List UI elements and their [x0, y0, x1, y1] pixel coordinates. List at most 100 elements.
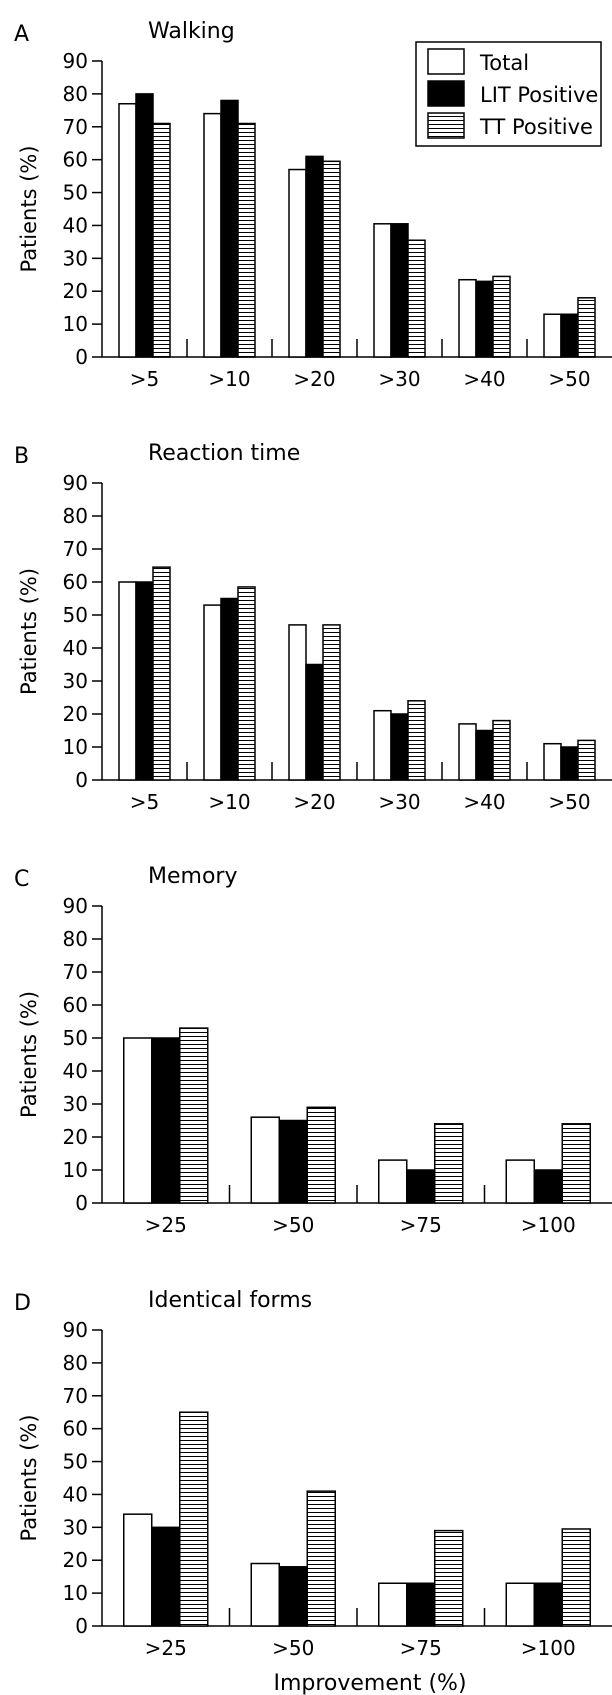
y-tick-label: 50	[63, 181, 88, 205]
y-tick-label: 0	[75, 1191, 88, 1215]
x-tick-label: >25	[145, 1213, 187, 1237]
bar-total-1	[250, 1116, 280, 1204]
bar-total-4	[458, 723, 477, 781]
y-tick-label: 30	[63, 246, 88, 270]
bar-tt-1	[237, 586, 256, 781]
bar-tt-2	[322, 624, 341, 781]
y-tick-label: 10	[63, 1581, 88, 1605]
y-tick-label: 0	[75, 1614, 88, 1638]
bar-lit-0	[135, 581, 154, 781]
y-tick-label: 40	[63, 213, 88, 237]
y-tick-label: 70	[63, 115, 88, 139]
bar-total-2	[378, 1159, 408, 1204]
y-tick-label: 50	[63, 1450, 88, 1474]
bar-lit-4	[475, 280, 494, 358]
bar-total-1	[203, 112, 222, 358]
y-tick-label: 30	[63, 1092, 88, 1116]
y-tick-label: 40	[63, 636, 88, 660]
bar-tt-0	[152, 566, 171, 781]
chart-panel-b: B Reaction time Patients (%) 0 10 20 30 40 50 60 7…	[14, 441, 612, 814]
bar-total-0	[123, 1037, 153, 1204]
bar-total-2	[378, 1582, 408, 1627]
y-axis-label: Patients (%)	[17, 145, 41, 272]
y-tick-label: 90	[63, 1318, 88, 1342]
x-tick-label: >20	[293, 790, 335, 814]
y-tick-label: 10	[63, 735, 88, 759]
y-tick-label: 80	[63, 82, 88, 106]
chart-panel-c: C Memory Patients (%) 0 10 20 30 40 50 60 70 80 90 >2…	[14, 864, 612, 1237]
y-axis-label: Patients (%)	[17, 991, 41, 1118]
legend: Total LIT Positive TT Positive	[415, 41, 602, 147]
y-tick-label: 70	[63, 537, 88, 561]
panel-letter: B	[14, 444, 29, 469]
x-tick-label: >30	[378, 367, 420, 391]
legend-swatch-tt	[427, 112, 465, 139]
bar-tt-2	[434, 1529, 464, 1627]
bar-lit-3	[390, 223, 409, 358]
bar-lit-2	[305, 155, 324, 358]
bar-total-1	[250, 1562, 280, 1627]
bar-total-2	[288, 168, 307, 358]
bar-total-0	[118, 103, 137, 358]
y-tick-label: 70	[63, 1384, 88, 1408]
bar-tt-0	[152, 122, 171, 358]
x-axis-label: Improvement (%)	[273, 1671, 466, 1695]
bar-total-2	[288, 624, 307, 781]
x-tick-label: >100	[521, 1636, 576, 1660]
y-tick-label: 40	[63, 1059, 88, 1083]
legend-label-lit: LIT Positive	[480, 83, 598, 107]
y-tick-label: 20	[63, 279, 88, 303]
x-tick-label: >40	[463, 367, 505, 391]
bar-lit-2	[406, 1169, 436, 1204]
x-tick-label: >5	[130, 790, 159, 814]
y-tick-label: 90	[63, 894, 88, 918]
legend-label-tt: TT Positive	[479, 115, 593, 139]
bar-tt-4	[492, 275, 511, 358]
chart-panel-d: D Identical forms Patients (%) 0 10 20 30 40 50 6…	[14, 1288, 612, 1660]
y-tick-label: 80	[63, 1351, 88, 1375]
bar-tt-5	[577, 297, 596, 358]
bar-total-5	[543, 313, 562, 358]
y-tick-label: 90	[63, 471, 88, 495]
bar-lit-3	[533, 1582, 563, 1627]
y-tick-label: 10	[63, 1158, 88, 1182]
x-tick-label: >5	[130, 367, 159, 391]
panel-letter: D	[14, 1291, 31, 1316]
legend-label-total: Total	[479, 51, 529, 75]
bar-total-3	[373, 223, 392, 358]
y-tick-label: 20	[63, 1548, 88, 1572]
x-tick-label: >50	[272, 1213, 314, 1237]
y-tick-label: 60	[63, 570, 88, 594]
y-tick-label: 60	[63, 1417, 88, 1441]
y-tick-label: 0	[75, 768, 88, 792]
x-tick-label: >20	[293, 367, 335, 391]
x-tick-label: >10	[208, 367, 250, 391]
bar-lit-3	[390, 713, 409, 781]
y-tick-label: 20	[63, 702, 88, 726]
y-tick-label: 90	[63, 49, 88, 73]
bar-lit-3	[533, 1169, 563, 1204]
bar-total-1	[203, 604, 222, 781]
panel-title: Memory	[148, 864, 237, 889]
y-tick-label: 60	[63, 148, 88, 172]
bar-tt-0	[179, 1411, 209, 1627]
bar-lit-2	[406, 1582, 436, 1627]
bar-total-3	[373, 709, 392, 781]
bar-lit-0	[135, 93, 154, 358]
panel-letter: A	[14, 22, 29, 47]
bar-lit-5	[560, 746, 579, 781]
y-tick-label: 20	[63, 1125, 88, 1149]
bar-tt-1	[306, 1490, 336, 1627]
bar-tt-3	[407, 700, 426, 781]
bar-lit-1	[278, 1119, 308, 1204]
x-tick-label: >50	[548, 367, 590, 391]
x-tick-label: >30	[378, 790, 420, 814]
bar-lit-0	[151, 1526, 181, 1627]
x-tick-label: >50	[272, 1636, 314, 1660]
bar-tt-4	[492, 719, 511, 781]
x-tick-label: >10	[208, 790, 250, 814]
legend-swatch-total	[427, 48, 465, 75]
panel-title: Reaction time	[148, 441, 300, 466]
x-tick-label: >50	[548, 790, 590, 814]
